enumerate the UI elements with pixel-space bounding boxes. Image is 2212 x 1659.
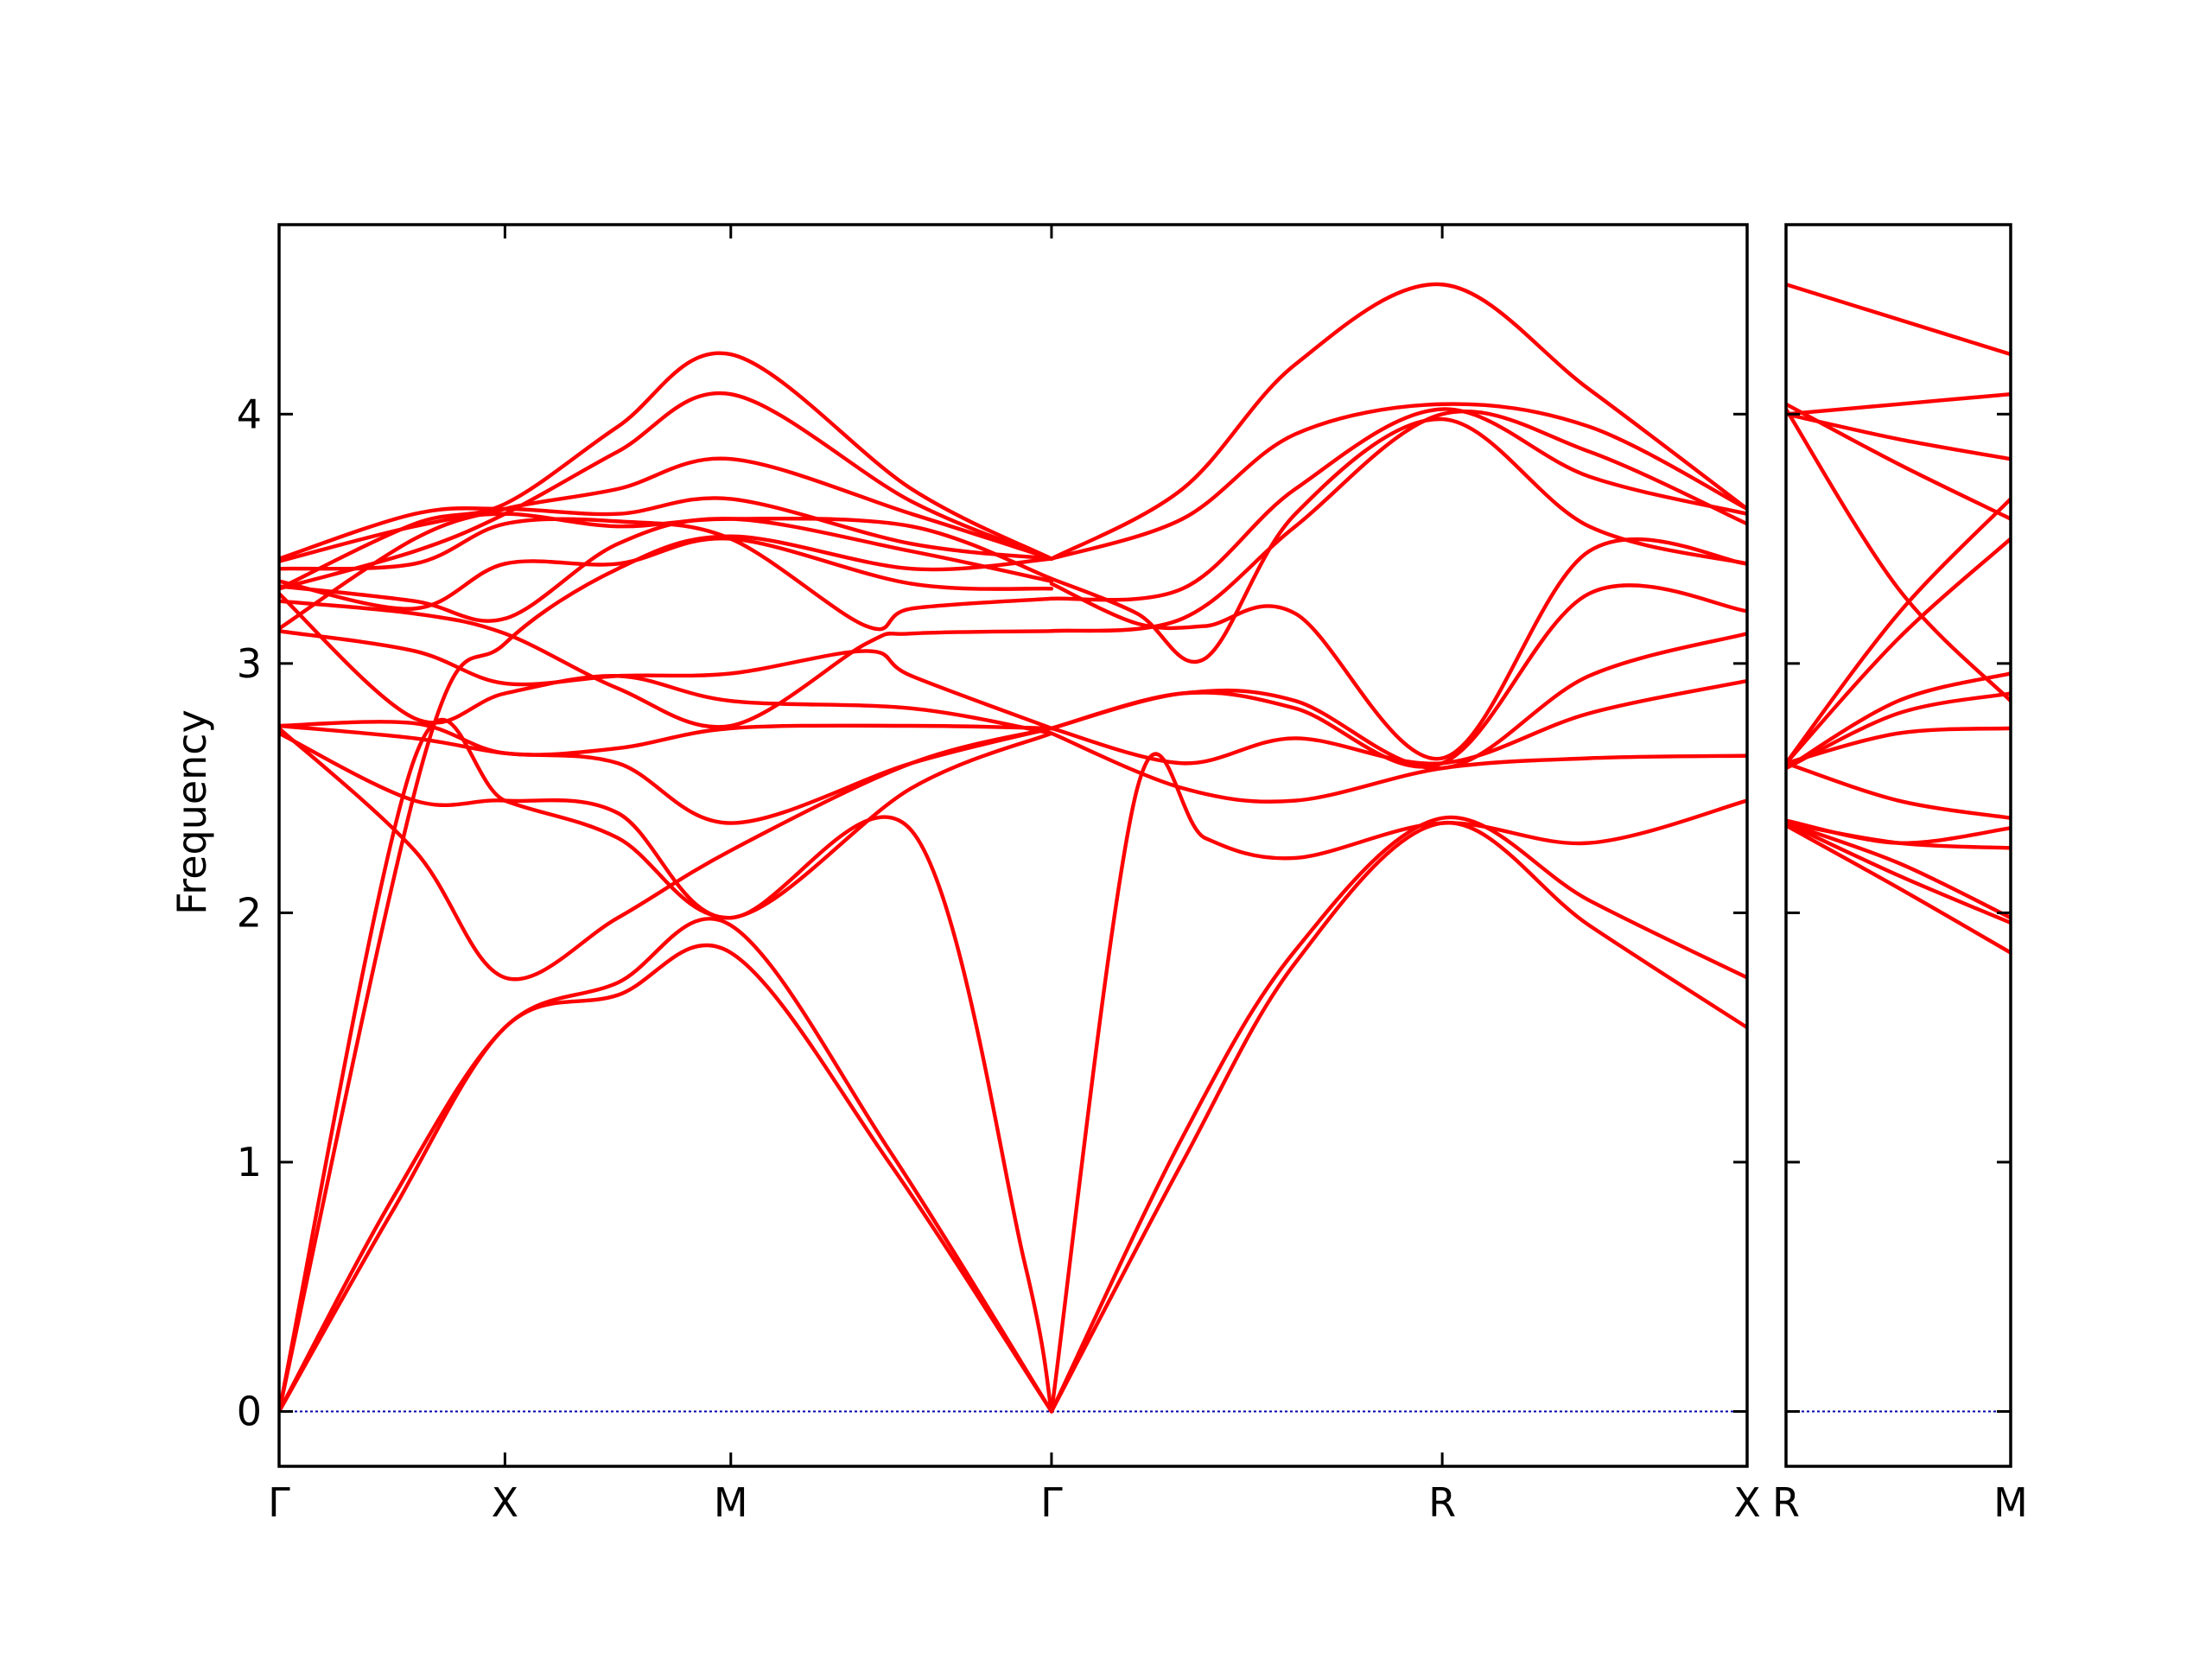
panel-1-band-11	[279, 599, 1054, 729]
panel-1-band-17	[279, 456, 1054, 631]
panel-1-band-19	[279, 351, 1054, 591]
panel-1-band-23	[1049, 731, 1747, 804]
y-tick-label: 3	[237, 640, 262, 687]
panel-1-band-3	[279, 534, 1054, 1414]
x-tick-label: Γ	[268, 1479, 290, 1526]
y-tick-label: 0	[237, 1389, 262, 1435]
panel-1-band-6	[279, 731, 1054, 920]
panel-1-frame	[277, 223, 1749, 1468]
panel-2-band-14	[1786, 412, 2011, 461]
panel-1-band-21	[1049, 815, 1747, 1414]
panel-1-band-30	[1049, 407, 1747, 602]
panel-1-band-2	[279, 917, 1054, 1414]
panel-1-band-16	[279, 496, 1054, 561]
x-tick-label: R	[1428, 1479, 1456, 1526]
panel-1-series-group	[279, 282, 1747, 1414]
panel-1-band-14	[279, 517, 1054, 632]
x-tick-label: M	[1993, 1479, 2028, 1526]
panel-2-series-group	[1786, 283, 2011, 1413]
panel-2-band-12	[1786, 407, 2011, 703]
panel-1-band-31	[1049, 402, 1747, 561]
panel-1-band-32	[1049, 282, 1747, 561]
x-tick-label: R	[1772, 1479, 1800, 1526]
panel-1-band-1	[279, 943, 1054, 1414]
panel-1-band-22	[1049, 752, 1747, 1414]
panel-1-band-18	[279, 391, 1054, 591]
panel-2-band-8	[1786, 691, 2011, 771]
panel-2-band-5	[1786, 818, 2011, 845]
panel-2-frame	[1784, 223, 2012, 1468]
panel-1-band-9	[279, 629, 1054, 731]
panel-1-band-7	[279, 723, 1054, 825]
panel-2-band-16	[1786, 283, 2011, 357]
panel-2-band-11	[1786, 497, 2011, 766]
y-axis-label: Frequency	[168, 709, 215, 915]
panel-1-band-20	[1049, 821, 1747, 1414]
panel-2-band-9	[1786, 671, 2011, 771]
panel-2-band-15	[1786, 392, 2011, 416]
panel-1-band-27	[1049, 416, 1747, 664]
panel-1-band-4	[279, 717, 1054, 1414]
panel-1-band-13	[279, 537, 1054, 611]
y-tick-label: 2	[237, 889, 262, 936]
panel-1-band-10	[279, 591, 1054, 735]
y-tick-label: 1	[237, 1139, 262, 1185]
x-tick-label: Γ	[1040, 1479, 1063, 1526]
panel-2-band-2	[1786, 821, 2011, 925]
panel-2-band-6	[1786, 761, 2011, 820]
panel-1-band-26	[1049, 583, 1747, 769]
panel-1-band-12	[279, 517, 1054, 623]
panel-2-band-10	[1786, 537, 2011, 766]
x-tick-label: X	[1733, 1479, 1761, 1526]
y-tick-label: 4	[237, 391, 262, 437]
panel-1-band-8	[279, 720, 1054, 757]
x-tick-label: X	[492, 1479, 519, 1526]
panel-2-band-1	[1786, 823, 2011, 955]
panel-1-band-29	[1049, 409, 1747, 633]
panel-1-band-15	[279, 512, 1054, 581]
panel-2-band-3	[1786, 821, 2011, 920]
x-tick-label: M	[714, 1479, 748, 1526]
